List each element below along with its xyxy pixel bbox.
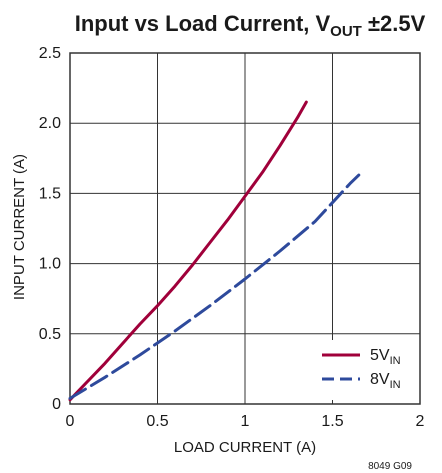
series-line-2 — [68, 173, 361, 400]
y-tick-label: 2.5 — [39, 45, 61, 62]
legend-label-2: 8VIN — [370, 371, 401, 391]
plot-frame — [69, 52, 421, 405]
series-lines — [68, 100, 361, 402]
chart-title: Input vs Load Current, VOUT ±2.5V — [75, 11, 426, 40]
y-tick-label: 2.0 — [39, 115, 61, 132]
legend-label-1: 5VIN — [370, 347, 401, 367]
x-tick-label: 1 — [241, 413, 250, 430]
y-tick-label: 0 — [52, 396, 61, 413]
y-tick-label: 0.5 — [39, 326, 61, 343]
x-tick-label: 0 — [66, 413, 75, 430]
x-tick-label: 2 — [416, 413, 425, 430]
x-axis-label: LOAD CURRENT (A) — [174, 439, 316, 456]
legend-background — [318, 340, 418, 400]
figure-id: 8049 G09 — [368, 461, 412, 472]
x-tick-labels: 0 0.5 1 1.5 2 — [66, 413, 425, 430]
series-line-1 — [68, 100, 308, 402]
x-tick-label: 1.5 — [321, 413, 343, 430]
y-tick-label: 1.5 — [39, 185, 61, 202]
y-tick-labels: 0 0.5 1.0 1.5 2.0 2.5 — [39, 45, 61, 413]
y-tick-label: 1.0 — [39, 256, 61, 273]
legend: 5VIN 8VIN — [318, 340, 418, 400]
y-axis-label: INPUT CURRENT (A) — [11, 154, 28, 300]
x-tick-label: 0.5 — [146, 413, 168, 430]
